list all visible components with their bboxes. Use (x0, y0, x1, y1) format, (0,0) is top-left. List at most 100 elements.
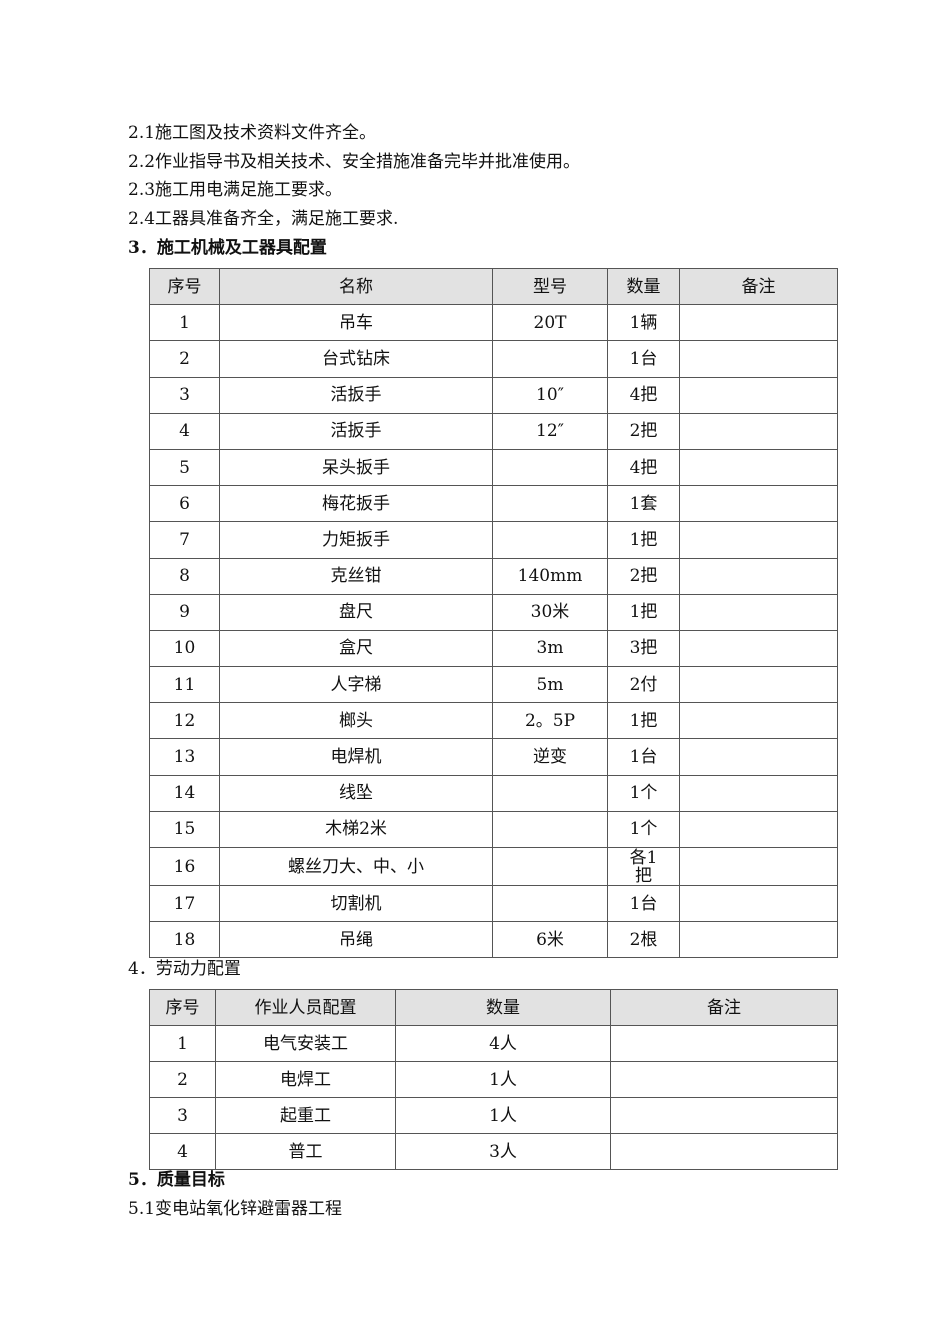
table-row: 9 盘尺 30米 1把 (149, 593, 838, 631)
table-cell (679, 921, 838, 959)
table-cell: 活扳手 (219, 376, 493, 414)
table-cell: 14 (149, 774, 220, 812)
table-cell (610, 1097, 838, 1134)
table-row: 8 克丝钳 140mm 2把 (149, 557, 838, 595)
item-2-1: 2.1施工图及技术资料文件齐全。 (128, 123, 377, 143)
table-cell: 逆变 (492, 738, 608, 776)
table-cell: 1个 (607, 810, 680, 849)
table-cell: 8 (149, 557, 220, 595)
table-row: 13 电焊机 逆变 1台 (149, 738, 838, 776)
table-cell: 4人 (395, 1025, 611, 1062)
table-cell: 1辆 (607, 304, 680, 342)
table-cell: 6米 (492, 921, 608, 959)
table-cell: 1套 (607, 485, 680, 523)
table-cell (679, 810, 838, 849)
table-cell: 1台 (607, 340, 680, 378)
table-cell: 盘尺 (219, 593, 493, 631)
table-cell: 1台 (607, 884, 680, 923)
table-cell (679, 521, 838, 559)
table-cell: 2。5P (492, 702, 608, 740)
table-cell: 5m (492, 666, 608, 704)
table-cell: 电焊机 (219, 738, 493, 776)
table-cell (679, 884, 838, 923)
table-cell: 11 (149, 666, 220, 704)
item-5-1: 5.1变电站氧化锌避雷器工程 (128, 1199, 343, 1219)
table-row: 11 人字梯 5m 2付 (149, 666, 838, 704)
table-cell: 各1把 (607, 847, 680, 886)
table-row: 7 力矩扳手 1把 (149, 521, 838, 559)
table-row: 17 切割机 1台 (149, 884, 838, 923)
table-cell: 普工 (215, 1133, 396, 1170)
table-cell: 1人 (395, 1061, 611, 1098)
section-3-heading: 3．施工机械及工器具配置 (128, 238, 327, 258)
table-cell: 活扳手 (219, 412, 493, 450)
table-cell (679, 666, 838, 704)
table-cell: 6 (149, 485, 220, 523)
table-cell (610, 1025, 838, 1062)
table-cell: 4把 (607, 448, 680, 487)
table-cell: 木梯2米 (219, 810, 493, 849)
table-cell (679, 340, 838, 378)
table-cell: 10 (149, 629, 220, 668)
table-row: 16 螺丝刀大、中、小 各1把 (149, 847, 838, 886)
table-cell (679, 304, 838, 342)
table-cell: 1个 (607, 774, 680, 812)
table-cell: 螺丝刀大、中、小 (219, 847, 493, 886)
table-cell: 榔头 (219, 702, 493, 740)
table-cell: 4 (149, 1133, 216, 1170)
table-cell (610, 1133, 838, 1170)
column-header: 备注 (610, 989, 838, 1026)
table-cell: 梅花扳手 (219, 485, 493, 523)
table-cell (492, 847, 608, 886)
table-cell: 1人 (395, 1097, 611, 1134)
table-cell (679, 412, 838, 450)
table-cell: 17 (149, 884, 220, 923)
table-cell: 18 (149, 921, 220, 959)
table-cell (679, 593, 838, 631)
table-cell: 切割机 (219, 884, 493, 923)
table-cell: 1台 (607, 738, 680, 776)
table-row: 1 电气安装工 4人 (149, 1025, 838, 1062)
table-row: 4 普工 3人 (149, 1133, 838, 1170)
table-cell: 2把 (607, 557, 680, 595)
column-header: 名称 (219, 267, 493, 306)
table-cell: 盒尺 (219, 629, 493, 668)
table-row: 18 吊绳 6米 2根 (149, 921, 838, 959)
table-cell: 12″ (492, 412, 608, 450)
table-cell: 1 (149, 304, 220, 342)
table-cell: 线坠 (219, 774, 493, 812)
table-cell: 1把 (607, 702, 680, 740)
table-cell: 2把 (607, 412, 680, 450)
table-row: 15 木梯2米 1个 (149, 810, 838, 849)
table-cell: 3 (149, 1097, 216, 1134)
table-row: 2 台式钻床 1台 (149, 340, 838, 378)
table-cell: 2 (149, 1061, 216, 1098)
table-cell: 7 (149, 521, 220, 559)
table-cell: 吊车 (219, 304, 493, 342)
table-row: 10 盒尺 3m 3把 (149, 629, 838, 668)
table-cell (679, 629, 838, 668)
item-2-3: 2.3施工用电满足施工要求。 (128, 180, 343, 200)
table-cell (492, 774, 608, 812)
table-cell (492, 521, 608, 559)
table-cell (492, 810, 608, 849)
table-cell: 15 (149, 810, 220, 849)
table-cell: 3人 (395, 1133, 611, 1170)
item-2-2: 2.2作业指导书及相关技术、安全措施准备完毕并批准使用。 (128, 152, 581, 172)
section-5-heading: 5．质量目标 (128, 1170, 225, 1190)
tools-table: 序号 名称 型号 数量 备注 1 吊车 20T 1辆 2 台式钻床 1台 3 活扳手 10″ 4把 4 活扳手 1… (149, 267, 838, 959)
table-cell: 20T (492, 304, 608, 342)
table-row: 2 电焊工 1人 (149, 1061, 838, 1098)
table-cell: 3m (492, 629, 608, 668)
table-cell: 人字梯 (219, 666, 493, 704)
table-row: 3 活扳手 10″ 4把 (149, 376, 838, 414)
table-cell: 2 (149, 340, 220, 378)
column-header: 作业人员配置 (215, 989, 396, 1026)
table-cell (492, 340, 608, 378)
table-cell: 2付 (607, 666, 680, 704)
item-2-4: 2.4工器具准备齐全，满足施工要求. (128, 209, 399, 229)
table-row: 14 线坠 1个 (149, 774, 838, 812)
table-cell: 3 (149, 376, 220, 414)
column-header: 序号 (149, 267, 220, 306)
